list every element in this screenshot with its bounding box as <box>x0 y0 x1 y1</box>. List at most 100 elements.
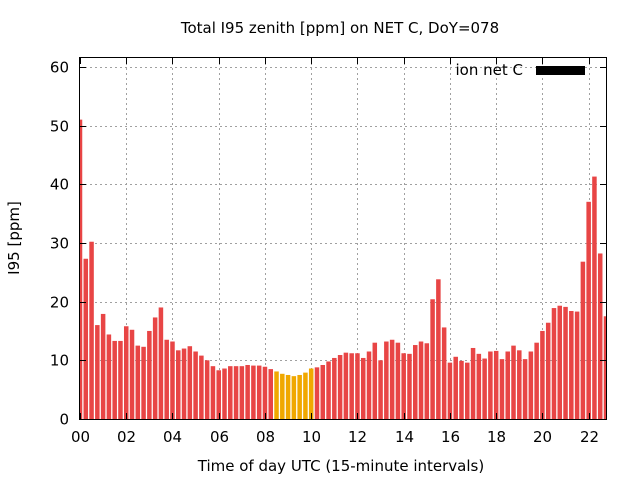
bar <box>517 350 522 419</box>
bar <box>158 307 164 419</box>
bar <box>343 352 349 419</box>
y-tick-label: 0 <box>59 411 69 429</box>
bar <box>534 342 539 419</box>
bar <box>580 261 586 419</box>
bar <box>280 373 285 419</box>
bar <box>268 369 274 419</box>
x-tick-label: 08 <box>256 428 275 446</box>
bar <box>181 348 187 419</box>
y-tick-label: 30 <box>50 235 69 253</box>
bar <box>465 362 470 419</box>
bar <box>378 360 383 419</box>
bar <box>482 358 487 419</box>
bar <box>372 342 378 419</box>
y-tick-label: 40 <box>50 176 69 194</box>
bar <box>199 355 204 419</box>
bar <box>401 353 406 419</box>
bar <box>453 356 458 419</box>
bar <box>597 253 603 419</box>
bar <box>603 316 606 419</box>
y-tick-label: 50 <box>50 118 69 136</box>
bar <box>274 371 279 419</box>
bar <box>239 366 245 419</box>
bar <box>545 322 551 419</box>
bar <box>320 364 326 419</box>
bar <box>586 201 591 419</box>
x-tick-label: 22 <box>580 428 599 446</box>
bar <box>574 311 580 419</box>
bar <box>176 350 181 419</box>
bar <box>563 306 568 419</box>
x-tick-label: 10 <box>302 428 321 446</box>
bar <box>505 351 510 419</box>
bar <box>216 370 221 419</box>
bar <box>118 340 123 419</box>
bar <box>147 330 152 419</box>
bar <box>395 342 401 419</box>
bar <box>233 366 239 419</box>
bar <box>355 353 360 419</box>
bar <box>360 357 366 419</box>
bar <box>204 360 210 419</box>
bar <box>493 350 499 419</box>
bar <box>83 258 89 419</box>
bar <box>540 330 545 419</box>
bars <box>80 119 606 419</box>
bar <box>80 119 83 419</box>
bar <box>430 299 435 419</box>
tick-labels: 0 10 20 30 40 50 60 00 02 04 06 08 10 12 14 16 18 20 22 <box>50 59 599 447</box>
y-tick-label: 20 <box>50 294 69 312</box>
bar <box>129 329 135 419</box>
x-tick-label: 14 <box>395 428 414 446</box>
y-axis-label: I95 [ppm] <box>5 201 23 275</box>
bar <box>112 340 117 419</box>
bar <box>384 341 389 419</box>
x-tick-label: 00 <box>71 428 90 446</box>
bar <box>262 366 268 419</box>
bar <box>511 345 516 419</box>
bar <box>152 317 158 419</box>
bar <box>436 279 441 419</box>
bar <box>349 353 354 419</box>
bar <box>308 368 314 419</box>
bar <box>100 313 106 419</box>
x-tick-label: 02 <box>117 428 136 446</box>
bar <box>251 365 256 419</box>
bar <box>557 305 563 419</box>
bar <box>135 345 141 419</box>
bar <box>407 353 412 419</box>
bar <box>551 308 557 419</box>
legend-label: ion net C <box>456 61 523 79</box>
bar <box>141 346 146 419</box>
bar <box>245 364 250 419</box>
bar <box>314 367 320 419</box>
bar <box>106 334 112 419</box>
bar <box>488 351 493 419</box>
legend-swatch <box>536 66 585 75</box>
bar <box>95 325 100 419</box>
bar <box>337 355 343 419</box>
bar <box>326 361 331 419</box>
plot-frame <box>79 57 607 420</box>
x-tick-label: 16 <box>441 428 460 446</box>
bar <box>291 376 297 419</box>
y-tick-label: 10 <box>50 352 69 370</box>
bar <box>499 359 505 419</box>
bar <box>123 326 129 419</box>
bar <box>389 339 395 419</box>
bar <box>187 346 193 419</box>
bar <box>418 341 424 419</box>
chart-title: Total I95 zenith [ppm] on NET C, DoY=078 <box>180 19 499 37</box>
bar <box>569 310 574 419</box>
x-axis-label: Time of day UTC (15-minute intervals) <box>197 457 484 475</box>
bar <box>528 351 534 419</box>
bar <box>447 362 453 419</box>
bar <box>210 366 216 419</box>
bar <box>476 353 482 419</box>
x-tick-label: 18 <box>487 428 506 446</box>
axis-ticks <box>80 58 606 420</box>
x-tick-label: 04 <box>163 428 182 446</box>
bar <box>193 351 198 419</box>
bar <box>332 357 337 419</box>
